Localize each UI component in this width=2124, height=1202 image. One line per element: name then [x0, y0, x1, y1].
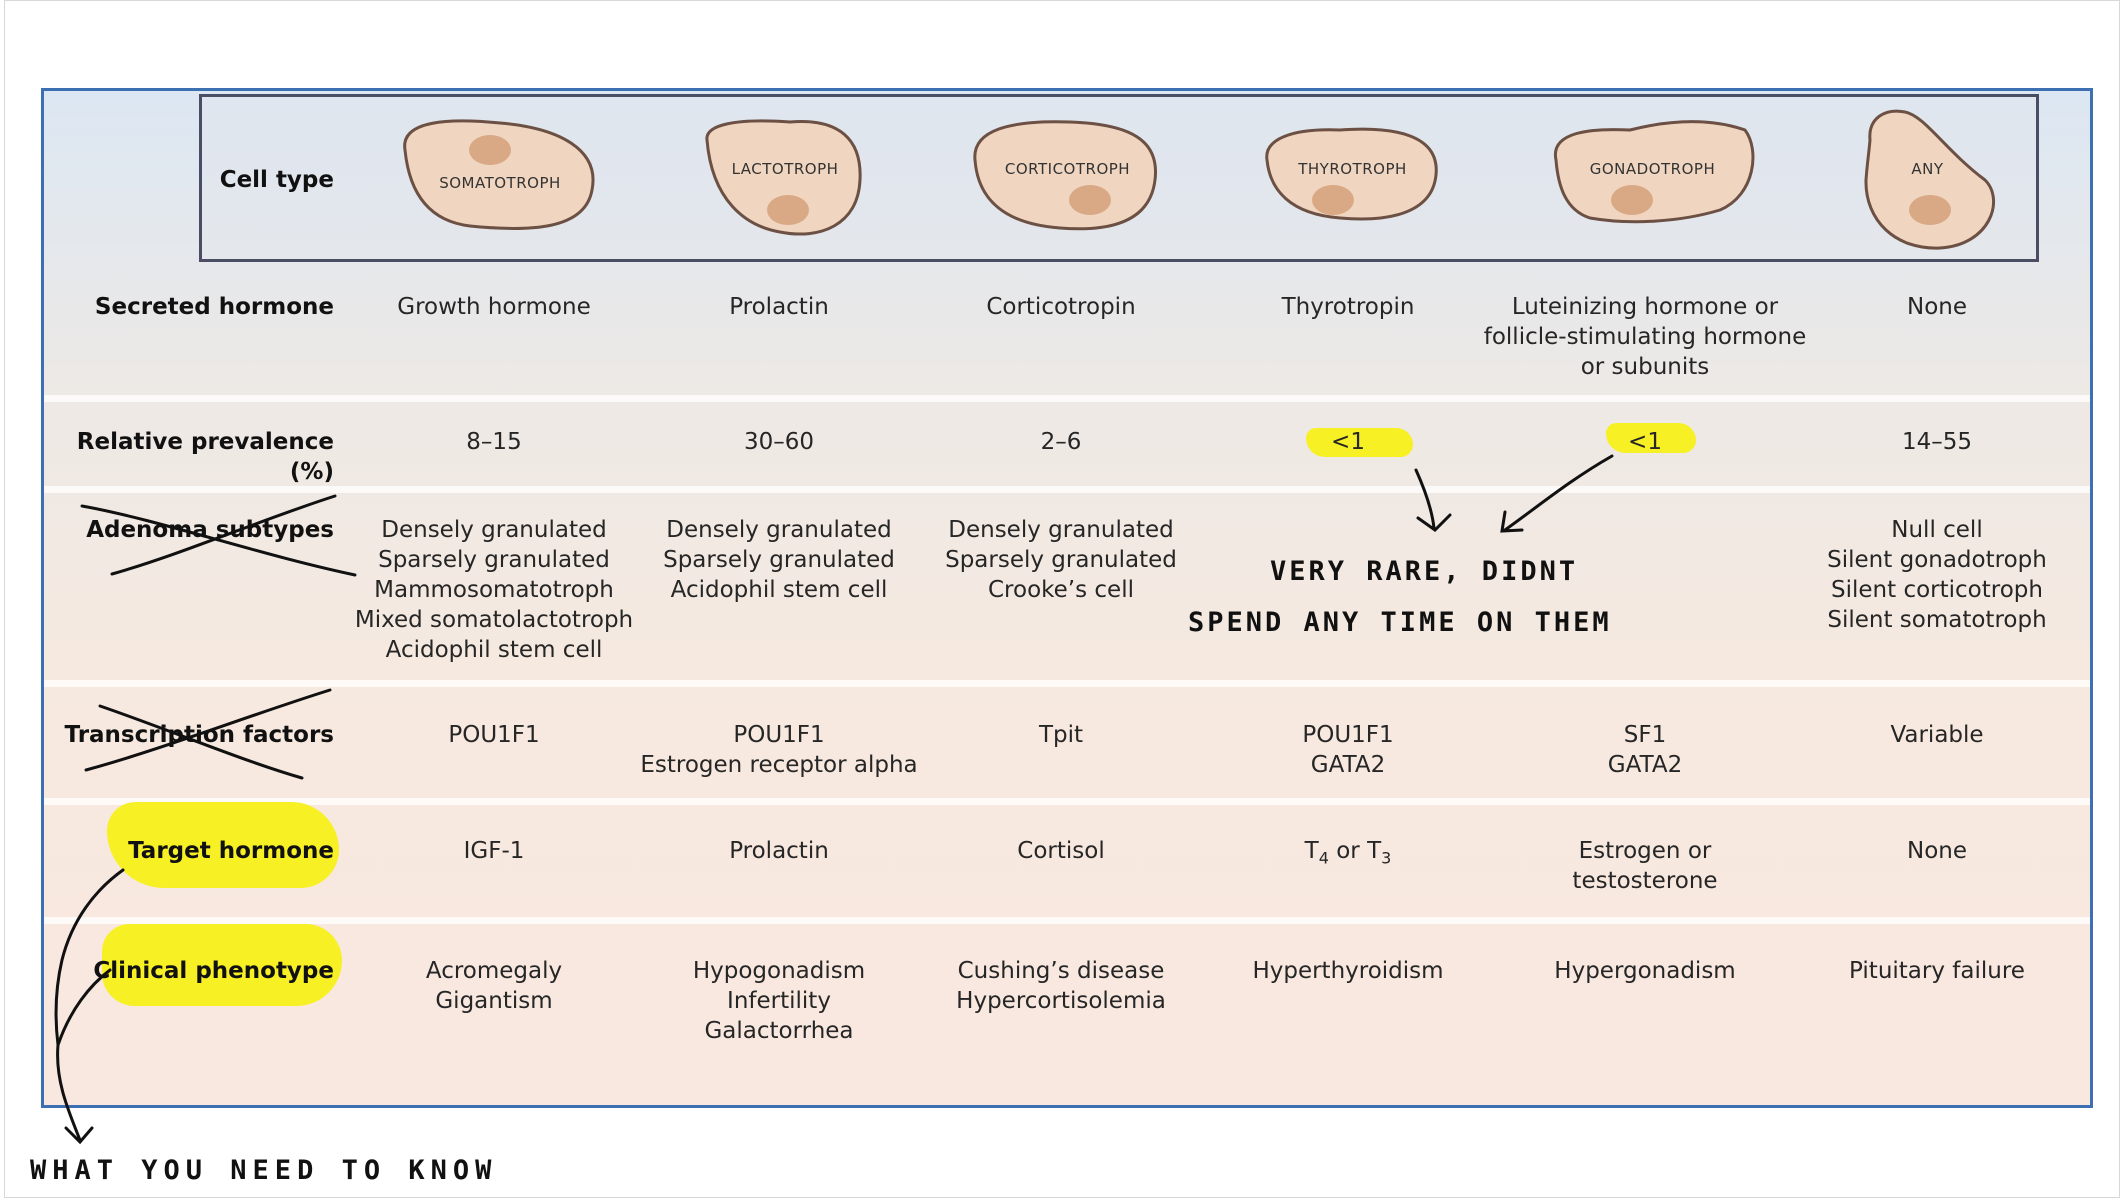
prevalence-thyrotroph: <1 — [1331, 429, 1365, 455]
somatotroph-cell-illustration — [403, 119, 595, 231]
phenotype-somatotroph: Acromegaly Gigantism — [425, 958, 563, 1014]
phenotype-lactotroph: Hypogonadism Infertility Galactorrhea — [692, 958, 866, 1044]
prevalence-any: 14–55 — [1901, 429, 1973, 455]
transcription-somatotroph: POU1F1 — [448, 722, 540, 748]
subtypes-any: Null cell Silent gonadotroph Silent cortic… — [1827, 517, 2047, 633]
prevalence-somatotroph: 8–15 — [466, 429, 522, 455]
cell-label-corticotroph: CORTICOTROPH — [1004, 160, 1131, 178]
label-cell-type: Cell type — [219, 167, 334, 193]
cell-label-any: ANY — [1911, 160, 1944, 178]
label-target-hormone: Target hormone — [128, 838, 334, 864]
target-lactotroph: Prolactin — [729, 838, 829, 864]
label-transcription-factors: Transcription factors — [64, 722, 334, 748]
subtypes-somatotroph: Densely granulated Sparsely granulated Mam… — [354, 517, 634, 663]
thyrotroph-cell-illustration — [1265, 127, 1438, 221]
secreted-somatotroph: Growth hormone — [397, 294, 591, 320]
label-clinical-phenotype: Clinical phenotype — [93, 958, 334, 984]
target-somatotroph: IGF-1 — [463, 838, 525, 864]
phenotype-corticotroph: Cushing’s disease Hypercortisolemia — [956, 958, 1166, 1014]
highlight-target-hormone — [107, 802, 339, 888]
annotation-spend-time: SPEND ANY TIME ON THEM — [1188, 607, 1612, 638]
cell-label-somatotroph: SOMATOTROPH — [439, 174, 561, 192]
target-thyrotroph: T4 or T3 — [1304, 838, 1392, 868]
label-adenoma-subtypes: Adenoma subtypes — [86, 517, 334, 543]
prevalence-lactotroph: 30–60 — [743, 429, 815, 455]
corticotroph-cell-illustration — [973, 120, 1158, 231]
highlight-gonadotroph-prevalence — [1606, 423, 1696, 453]
phenotype-gonadotroph: Hypergonadism — [1554, 958, 1736, 984]
highlight-thyrotroph-prevalence — [1306, 428, 1413, 457]
phenotype-thyrotroph: Hyperthyroidism — [1252, 958, 1444, 984]
transcription-thyrotroph: POU1F1 GATA2 — [1302, 722, 1394, 778]
transcription-corticotroph: Tpit — [1038, 722, 1084, 748]
transcription-any: Variable — [1890, 722, 1984, 748]
subtypes-corticotroph: Densely granulated Sparsely granulated Cro… — [945, 517, 1177, 603]
subtypes-lactotroph: Densely granulated Sparsely granulated Aci… — [663, 517, 895, 603]
lactotroph-cell-illustration — [705, 119, 862, 236]
transcription-lactotroph: POU1F1 Estrogen receptor alpha — [640, 722, 918, 778]
cell-label-lactotroph: LACTOTROPH — [731, 160, 839, 178]
secreted-lactotroph: Prolactin — [729, 294, 829, 320]
cell-label-thyrotroph: THYROTROPH — [1298, 160, 1407, 178]
label-relative-prevalence: Relative prevalence (%) — [76, 429, 334, 485]
target-corticotroph: Cortisol — [1017, 838, 1105, 864]
cell-label-gonadotroph: GONADOTROPH — [1589, 160, 1716, 178]
target-gonadotroph: Estrogen or testosterone — [1572, 838, 1718, 894]
prevalence-gonadotroph: <1 — [1628, 429, 1662, 455]
cell-illustrations — [403, 109, 1995, 250]
row-divider — [44, 798, 2090, 805]
page-frame — [4, 0, 2120, 1198]
secreted-thyrotroph: Thyrotropin — [1281, 294, 1415, 320]
secreted-corticotroph: Corticotropin — [986, 294, 1136, 320]
target-any: None — [1906, 838, 1967, 864]
annotation-very-rare: VERY RARE, DIDNT — [1270, 556, 1579, 587]
highlight-clinical-phenotype — [102, 924, 342, 1006]
gonadotroph-cell-illustration — [1553, 120, 1755, 224]
row-divider — [44, 917, 2090, 924]
row-divider — [44, 395, 2090, 402]
row-divider — [44, 680, 2090, 687]
row-divider — [44, 486, 2090, 493]
phenotype-any: Pituitary failure — [1849, 958, 2025, 984]
secreted-gonadotroph: Luteinizing hormone or follicle-stimulati… — [1483, 294, 1807, 380]
annotation-what-you-need: WHAT YOU NEED TO KNOW — [30, 1155, 498, 1186]
any-cell-illustration — [1864, 109, 1995, 250]
transcription-gonadotroph: SF1 GATA2 — [1607, 722, 1683, 778]
label-secreted-hormone: Secreted hormone — [94, 294, 334, 320]
prevalence-corticotroph: 2–6 — [1040, 429, 1082, 455]
secreted-any: None — [1906, 294, 1967, 320]
